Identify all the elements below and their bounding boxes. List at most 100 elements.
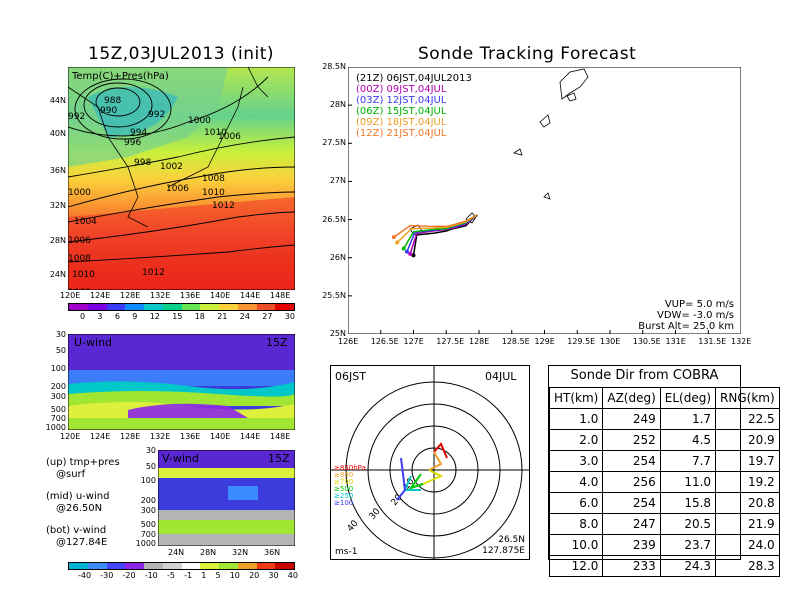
lon-tick: 128E [469, 337, 490, 346]
isobar-label: 1002 [160, 162, 183, 172]
colorbar-label: 27 [262, 312, 273, 321]
table-row: 4.0 256 11.0 19.2 [548, 471, 780, 493]
colorbar-label: 30 [284, 312, 295, 321]
lon-tick: 148E [270, 432, 291, 441]
isobar-label: 998 [134, 158, 151, 168]
svg-text:20: 20 [390, 493, 405, 508]
lat-tick: 27N [329, 176, 346, 186]
colorbar-swatch [144, 304, 163, 310]
isobar-label: 1006 [166, 184, 189, 194]
sonde-track-map: (21Z) 06JST,04JUL2013 (00Z) 09JST,04JUL (0… [347, 66, 742, 335]
lon-tick: 128E [120, 432, 141, 441]
level-legend-entry: ≥850 [334, 471, 353, 479]
table-row: 8.0 247 20.5 21.9 [548, 513, 780, 535]
colorbar-label: -40 [78, 571, 92, 580]
pressure-tick: 100 [50, 364, 66, 373]
pressure-tick: 50 [145, 462, 156, 471]
table-cell: 6.0 [548, 492, 604, 514]
colorbar-swatch [106, 304, 126, 310]
track-lon-axis: 126E 126.5E 127E 127.5E 128E 128.5E 129E 129.5E… [338, 337, 751, 347]
u-wind-x-axis: 120E 124E 128E 132E 136E 140E 144E 148E [60, 432, 300, 442]
isobar-label: 992 [148, 110, 165, 120]
table-cell: 4.5 [659, 429, 717, 451]
level-legend-entry: ≥250 [334, 492, 353, 500]
polar-wind-plot: 10 20 30 40 06JST 04JUL ≥850hPa ≥850 ≥700 ≥… [330, 365, 530, 560]
track-legend-entry: (03Z) 12JST,04JUL [356, 95, 447, 106]
colorbar-swatch [125, 563, 144, 569]
colorbar-label: 5 [215, 571, 221, 580]
pressure-tick: 500 [50, 405, 66, 414]
lon-tick: 131.5E [698, 337, 727, 346]
map-lon-axis: 120E 124E 128E 132E 136E 140E 144E 148E [60, 291, 300, 301]
colorbar-swatch [200, 563, 219, 569]
table-cell: 247 [602, 513, 661, 535]
lon-tick: 126.5E [370, 337, 399, 346]
colorbar-swatch [162, 304, 182, 310]
colorbar-swatch [144, 563, 163, 569]
polar-date: 04JUL [485, 370, 517, 383]
coastline [67, 66, 269, 228]
colorbar-swatch [106, 563, 126, 569]
table-row: 10.0 239 23.7 24.0 [548, 534, 780, 556]
pressure-tick: 300 [140, 506, 156, 515]
colorbar-label: 3 [97, 312, 103, 321]
table-cell: 19.7 [715, 450, 780, 472]
table-cell: 20.8 [715, 492, 780, 514]
pressure-tick: 700 [50, 414, 66, 423]
temperature-colorbar-labels: 0 3 6 9 12 15 18 21 24 27 30 [80, 312, 295, 322]
table-cell: 7.7 [659, 450, 717, 472]
lon-tick: 120E [60, 432, 81, 441]
col-header: EL(deg) [659, 387, 717, 409]
track-legend-entry: (21Z) 06JST,04JUL2013 [356, 73, 472, 84]
pressure-tick: 1000 [135, 539, 156, 548]
lon-tick: 124E [90, 432, 111, 441]
colorbar-swatch [219, 304, 238, 310]
table-cell: 254 [602, 450, 661, 472]
u-wind-panel: U-wind 15Z [67, 333, 296, 431]
colorbar-label: 15 [172, 312, 183, 321]
lon-tick: 140E [210, 432, 231, 441]
v-wind-label: V-wind [162, 452, 199, 465]
u-wind-label: U-wind [74, 336, 112, 349]
level-legend-entry: ≥100 [334, 499, 353, 507]
level-legend-entry: ≥700 [334, 478, 353, 486]
lon-tick: 140E [210, 291, 231, 300]
colorbar-swatch [275, 563, 294, 569]
lon-tick: 129.5E [567, 337, 596, 346]
lat-tick: 36N [264, 548, 281, 557]
table-cell: 4.0 [548, 471, 604, 493]
track-lat-axis: 28.5N 28N 27.5N 27N 26.5N 26N 25.5N 25N [310, 62, 346, 342]
sonde-params: VUP= 5.0 m/s VDW= -3.0 m/s Burst Alt= 25… [638, 299, 734, 332]
table-cell: 2.0 [548, 429, 604, 451]
track-legend-entry: (06Z) 15JST,04JUL [356, 106, 447, 117]
colorbar-label: 0 [80, 312, 86, 321]
table-row: 2.0 252 4.5 20.9 [548, 429, 780, 451]
lat-tick: 25.5N [322, 290, 346, 300]
colorbar-label: -30 [100, 571, 114, 580]
isobar-label: 1000 [68, 188, 91, 198]
colorbar-swatch [87, 304, 107, 310]
colorbar-label: 18 [194, 312, 205, 321]
track-endpoint [404, 249, 409, 254]
isobar-label: 1006 [68, 236, 91, 246]
track-endpoint [391, 235, 396, 240]
table-cell: 15.8 [659, 492, 717, 514]
table-cell: 252 [602, 429, 661, 451]
table-cell: 254 [602, 492, 661, 514]
lat-tick: 28N [200, 548, 217, 557]
table-cell: 10.0 [548, 534, 604, 556]
lat-tick: 28.5N [322, 62, 346, 71]
table-cell: 24.0 [715, 534, 780, 556]
lat-tick: 40N [49, 129, 66, 138]
colorbar-swatch [181, 304, 201, 310]
lat-tick: 36N [49, 166, 66, 175]
polar-lon: 127.875E [482, 546, 525, 556]
vdw-param: VDW= -3.0 m/s [657, 310, 734, 321]
table-cell: 20.9 [715, 429, 780, 451]
wind-colorbar [68, 562, 295, 570]
isobar-label-group: 988 990 992 992 994 996 998 1000 1000 10… [68, 96, 241, 298]
lat-tick: 27.5N [322, 138, 346, 148]
colorbar-label: 10 [229, 571, 240, 580]
level-legend: ≥850hPa≥850≥700≥500≥250≥100 [334, 464, 366, 507]
isobar-label: 996 [124, 138, 141, 148]
